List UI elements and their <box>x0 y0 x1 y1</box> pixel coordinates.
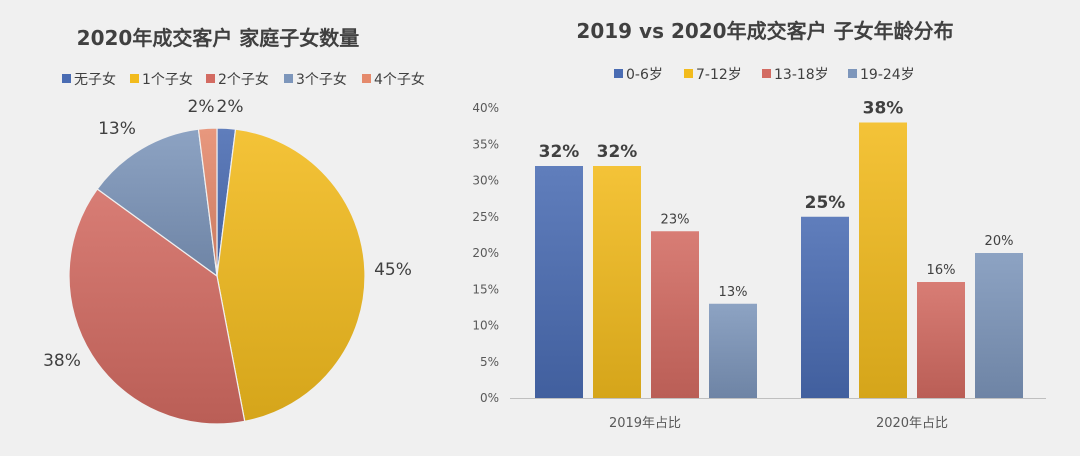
bar-19-24-0 <box>709 303 757 398</box>
pie-legend: 无子女 1个子女 2个子女 3个子女 4个子女 <box>62 71 425 88</box>
pie-data-label-3: 13% <box>98 119 136 139</box>
bar-7-12-1 <box>859 122 907 398</box>
pie-slice-3 <box>96 128 218 278</box>
bar-chart-title: 2019 vs 2020年成交客户 子女年龄分布 <box>576 19 953 43</box>
y-tick-label: 30% <box>472 174 499 188</box>
x-category-label-1: 2020年占比 <box>876 416 948 431</box>
y-tick-label: 10% <box>472 319 499 333</box>
y-tick-label: 5% <box>480 355 499 369</box>
x-category-label-0: 2019年占比 <box>609 416 681 431</box>
bar-data-label: 13% <box>719 285 748 300</box>
bar-19-24-1 <box>975 253 1023 398</box>
bar-legend-label-7-12: 7-12岁 <box>696 67 742 83</box>
pie-legend-swatch-0 <box>62 74 71 83</box>
bar-0-6-1 <box>801 216 849 398</box>
pie-data-label-0: 2% <box>217 97 244 117</box>
bar-7-12-0 <box>593 166 641 398</box>
bar-data-label: 23% <box>661 212 690 227</box>
pie-slices <box>68 127 366 425</box>
pie-legend-swatch-2 <box>206 74 215 83</box>
pie-legend-swatch-1 <box>130 74 139 83</box>
bar-13-18-1 <box>917 282 965 398</box>
pie-data-labels: 2% 45% 38% 13% 2% <box>43 97 412 371</box>
bar-data-label: 16% <box>927 263 956 278</box>
pie-legend-swatch-3 <box>284 74 293 83</box>
bar-y-axis: 0% 5% 10% 15% 20% 25% 30% 35% 40% <box>472 101 1046 405</box>
y-tick-label: 0% <box>480 391 499 405</box>
pie-data-label-2: 38% <box>43 351 81 371</box>
y-tick-label: 15% <box>472 282 499 296</box>
pie-data-label-4: 2% <box>188 97 215 117</box>
bar-data-labels: 32% 32% 23% 13% 25% 38% 16% 20% <box>539 99 1014 300</box>
pie-legend-swatch-4 <box>362 74 371 83</box>
y-tick-label: 35% <box>472 137 499 151</box>
pie-data-label-1: 45% <box>374 260 412 280</box>
y-tick-label: 20% <box>472 246 499 260</box>
bar-13-18-0 <box>651 231 699 398</box>
pie-legend-label-2: 2个子女 <box>218 71 269 88</box>
pie-legend-label-3: 3个子女 <box>296 71 347 88</box>
bar-series <box>535 122 1023 398</box>
bar-legend-swatch-7-12 <box>684 69 693 78</box>
pie-legend-label-1: 1个子女 <box>142 71 193 88</box>
y-tick-label: 25% <box>472 210 499 224</box>
pie-chart-title: 2020年成交客户 家庭子女数量 <box>77 26 360 50</box>
bar-legend-swatch-13-18 <box>762 69 771 78</box>
pie-slice-1 <box>216 128 366 423</box>
bar-data-label: 32% <box>597 142 638 162</box>
y-tick-label: 40% <box>472 101 499 115</box>
pie-slice-2 <box>68 188 246 425</box>
bar-x-axis: 2019年占比 2020年占比 <box>609 416 948 431</box>
pie-legend-label-4: 4个子女 <box>374 71 425 88</box>
bar-legend-swatch-19-24 <box>848 69 857 78</box>
bar-data-label: 38% <box>863 99 904 119</box>
bar-legend-label-13-18: 13-18岁 <box>774 67 829 83</box>
bar-legend-label-19-24: 19-24岁 <box>860 67 915 83</box>
bar-legend-label-0-6: 0-6岁 <box>626 67 663 83</box>
pie-slice-4 <box>197 127 218 277</box>
bar-legend: 0-6岁 7-12岁 13-18岁 19-24岁 <box>614 67 915 83</box>
bar-0-6-0 <box>535 166 583 398</box>
bar-data-label: 32% <box>539 142 580 162</box>
bar-data-label: 20% <box>985 234 1014 249</box>
pie-legend-label-0: 无子女 <box>74 71 116 88</box>
bar-legend-swatch-0-6 <box>614 69 623 78</box>
bar-data-label: 25% <box>805 193 846 213</box>
